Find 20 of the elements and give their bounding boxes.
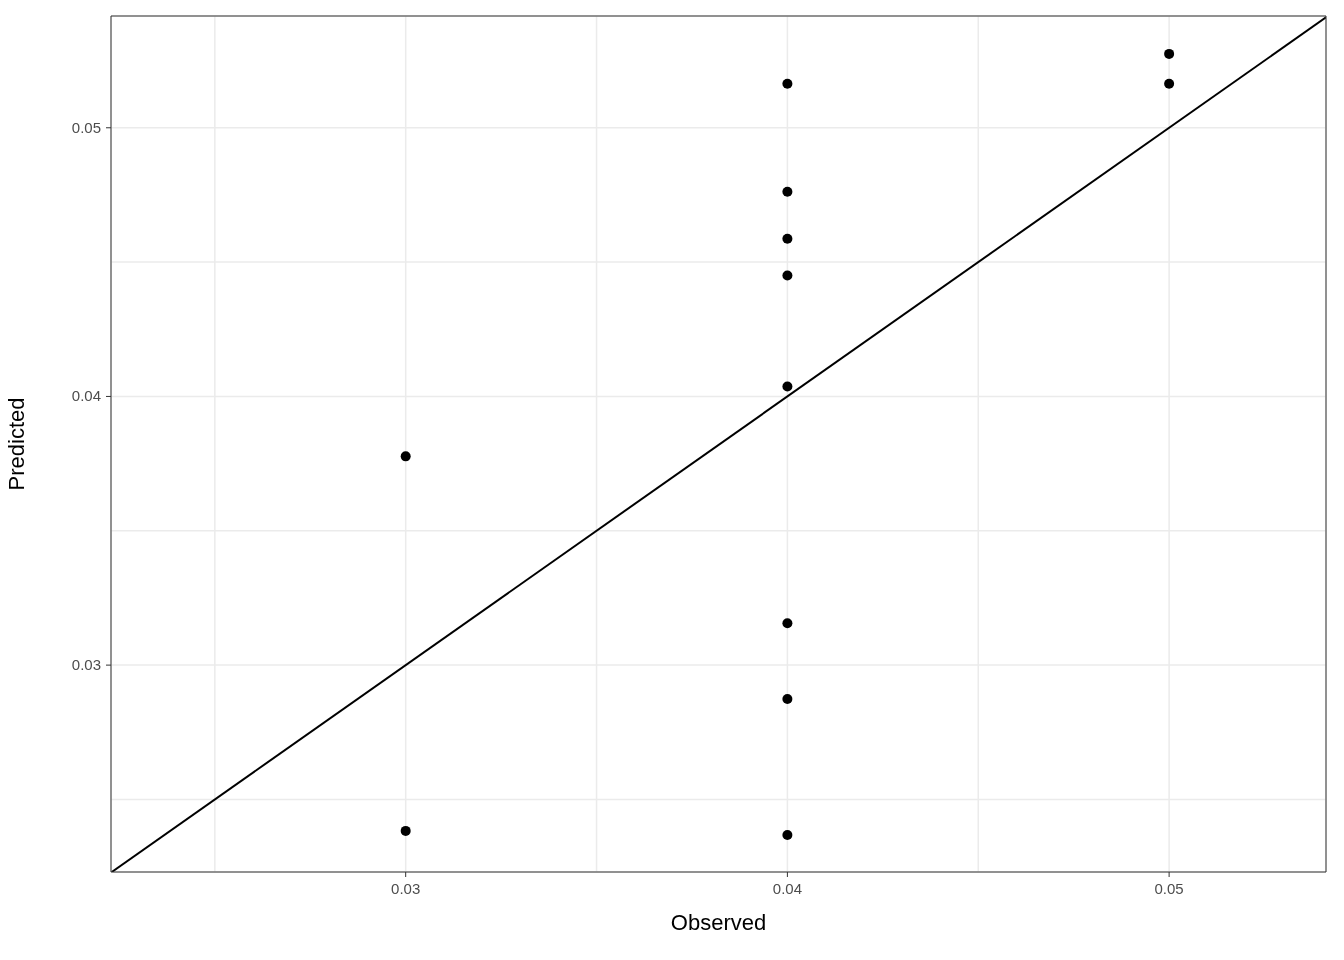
point: [782, 186, 793, 197]
point: [782, 381, 793, 392]
point: [1164, 48, 1175, 59]
point: [400, 825, 411, 836]
point: [782, 233, 793, 244]
point: [1164, 78, 1175, 89]
point: [782, 78, 793, 89]
point: [782, 270, 793, 281]
x-tick-label: 0.05: [1154, 880, 1184, 897]
x-tick-label: 0.03: [391, 880, 421, 897]
x-axis-title: Observed: [670, 910, 767, 935]
point: [782, 693, 793, 704]
x-tick-label: 0.04: [772, 880, 802, 897]
point: [782, 618, 793, 629]
y-tick-label: 0.05: [71, 118, 101, 136]
y-tick-label: 0.03: [71, 656, 101, 674]
y-axis-title: Predicted: [3, 397, 29, 491]
y-tick-label: 0.04: [71, 387, 101, 405]
point: [782, 829, 793, 840]
point: [400, 451, 411, 462]
